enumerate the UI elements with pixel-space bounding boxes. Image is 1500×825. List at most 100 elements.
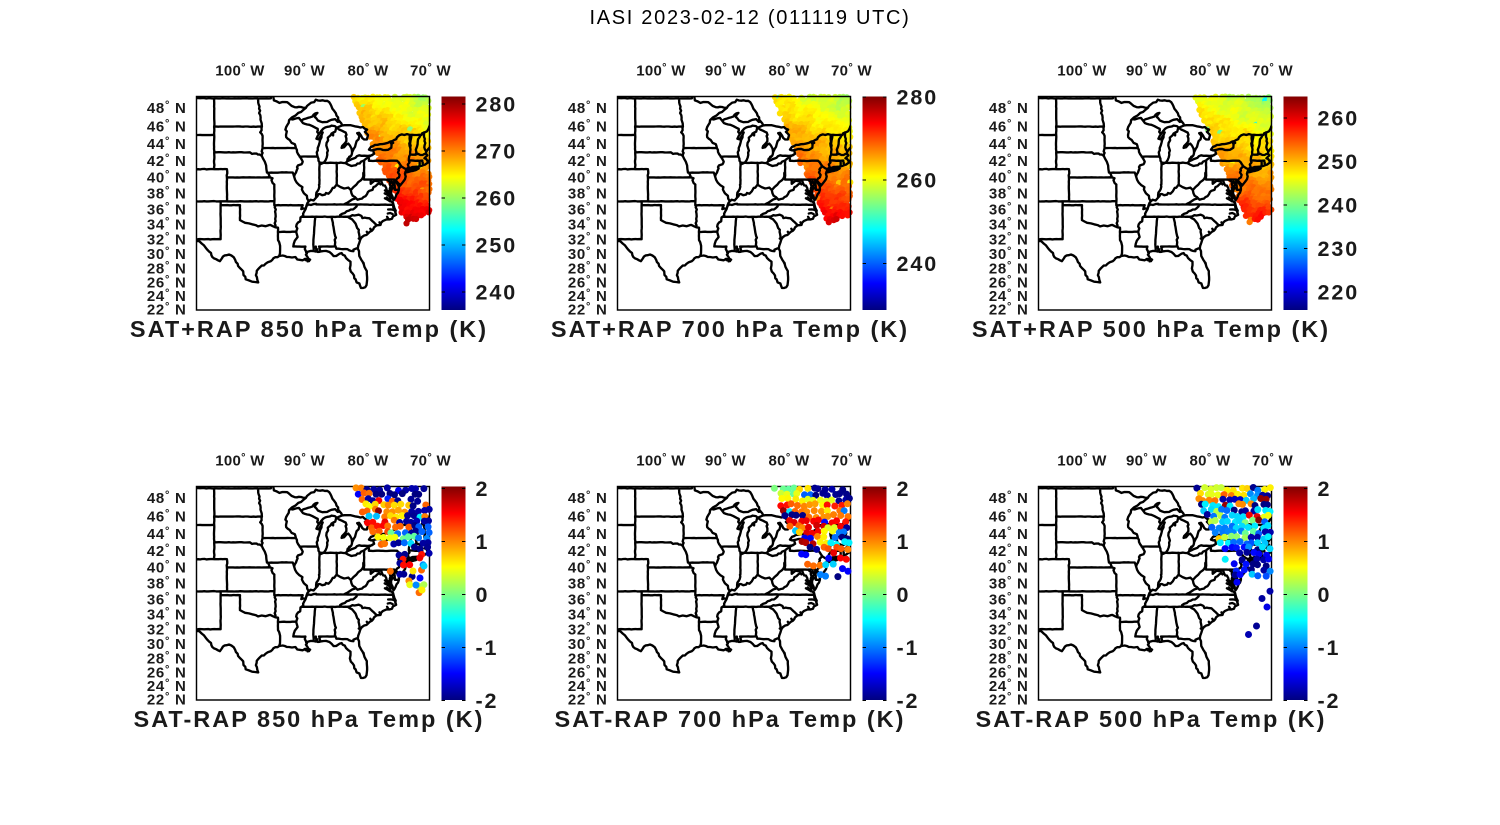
svg-text:90° W: 90° W — [705, 62, 746, 80]
svg-text:70° W: 70° W — [1252, 62, 1293, 80]
svg-text:42° N: 42° N — [989, 543, 1029, 561]
svg-text:44° N: 44° N — [989, 135, 1029, 153]
svg-text:100° W: 100° W — [1057, 62, 1107, 80]
svg-text:44° N: 44° N — [147, 525, 187, 543]
svg-text:240: 240 — [897, 252, 939, 276]
svg-text:42° N: 42° N — [147, 543, 187, 561]
svg-text:30° N: 30° N — [989, 246, 1029, 264]
svg-text:48° N: 48° N — [989, 489, 1029, 507]
svg-text:30° N: 30° N — [568, 636, 608, 654]
svg-text:30° N: 30° N — [989, 636, 1029, 654]
svg-text:30° N: 30° N — [568, 246, 608, 264]
svg-text:250: 250 — [476, 234, 518, 258]
svg-text:-1: -1 — [897, 636, 920, 660]
svg-text:24° N: 24° N — [989, 678, 1029, 696]
svg-text:0: 0 — [476, 583, 490, 607]
svg-text:70° W: 70° W — [831, 62, 872, 80]
svg-text:24° N: 24° N — [147, 288, 187, 306]
svg-text:80° W: 80° W — [1190, 62, 1231, 80]
svg-text:260: 260 — [1318, 107, 1360, 131]
svg-text:26° N: 26° N — [568, 664, 608, 682]
svg-text:1: 1 — [476, 530, 490, 554]
svg-text:270: 270 — [476, 140, 518, 164]
svg-text:46° N: 46° N — [568, 508, 608, 526]
svg-text:34° N: 34° N — [989, 216, 1029, 234]
svg-text:28° N: 28° N — [147, 650, 187, 668]
svg-text:38° N: 38° N — [147, 575, 187, 593]
svg-text:36° N: 36° N — [989, 591, 1029, 609]
svg-text:80° W: 80° W — [348, 62, 389, 80]
svg-text:24° N: 24° N — [568, 288, 608, 306]
svg-text:22° N: 22° N — [989, 301, 1029, 319]
svg-text:36° N: 36° N — [989, 201, 1029, 219]
svg-text:44° N: 44° N — [568, 135, 608, 153]
svg-text:22° N: 22° N — [989, 691, 1029, 709]
svg-text:28° N: 28° N — [147, 260, 187, 278]
svg-text:0: 0 — [897, 583, 911, 607]
svg-text:32° N: 32° N — [147, 231, 187, 249]
svg-text:46° N: 46° N — [568, 118, 608, 136]
svg-text:28° N: 28° N — [989, 260, 1029, 278]
svg-text:42° N: 42° N — [147, 153, 187, 171]
svg-text:32° N: 32° N — [147, 621, 187, 639]
svg-text:230: 230 — [1318, 237, 1360, 261]
svg-text:26° N: 26° N — [989, 274, 1029, 292]
svg-text:34° N: 34° N — [568, 606, 608, 624]
svg-text:26° N: 26° N — [989, 664, 1029, 682]
svg-text:220: 220 — [1318, 281, 1360, 305]
svg-text:2: 2 — [476, 477, 490, 501]
svg-text:40° N: 40° N — [989, 559, 1029, 577]
svg-text:34° N: 34° N — [989, 606, 1029, 624]
svg-text:SAT+RAP 850 hPa Temp (K): SAT+RAP 850 hPa Temp (K) — [130, 316, 488, 342]
svg-text:48° N: 48° N — [147, 489, 187, 507]
svg-text:80° W: 80° W — [348, 452, 389, 470]
svg-text:48° N: 48° N — [568, 99, 608, 117]
svg-text:26° N: 26° N — [568, 274, 608, 292]
svg-text:32° N: 32° N — [989, 231, 1029, 249]
svg-text:-2: -2 — [897, 689, 920, 713]
svg-text:2: 2 — [897, 477, 911, 501]
svg-text:SAT+RAP 700 hPa Temp (K): SAT+RAP 700 hPa Temp (K) — [551, 316, 909, 342]
svg-text:2: 2 — [1318, 477, 1332, 501]
svg-text:34° N: 34° N — [147, 216, 187, 234]
svg-text:1: 1 — [1318, 530, 1332, 554]
svg-text:34° N: 34° N — [568, 216, 608, 234]
svg-text:44° N: 44° N — [147, 135, 187, 153]
svg-text:90° W: 90° W — [1126, 452, 1167, 470]
svg-text:26° N: 26° N — [147, 664, 187, 682]
svg-text:80° W: 80° W — [1190, 452, 1231, 470]
svg-text:22° N: 22° N — [568, 691, 608, 709]
svg-text:40° N: 40° N — [147, 169, 187, 187]
svg-text:-1: -1 — [1318, 636, 1341, 660]
svg-text:38° N: 38° N — [147, 185, 187, 203]
svg-text:24° N: 24° N — [568, 678, 608, 696]
svg-text:100° W: 100° W — [636, 62, 686, 80]
svg-text:80° W: 80° W — [769, 62, 810, 80]
svg-text:42° N: 42° N — [989, 153, 1029, 171]
svg-text:40° N: 40° N — [989, 169, 1029, 187]
svg-text:38° N: 38° N — [989, 575, 1029, 593]
svg-text:IASI 2023-02-12 (011119 UTC): IASI 2023-02-12 (011119 UTC) — [589, 7, 910, 29]
svg-text:26° N: 26° N — [147, 274, 187, 292]
svg-text:90° W: 90° W — [705, 452, 746, 470]
svg-text:70° W: 70° W — [831, 452, 872, 470]
svg-text:48° N: 48° N — [989, 99, 1029, 117]
svg-text:30° N: 30° N — [147, 636, 187, 654]
svg-text:80° W: 80° W — [769, 452, 810, 470]
svg-text:24° N: 24° N — [989, 288, 1029, 306]
svg-text:1: 1 — [897, 530, 911, 554]
svg-text:90° W: 90° W — [284, 62, 325, 80]
svg-text:40° N: 40° N — [147, 559, 187, 577]
svg-text:30° N: 30° N — [147, 246, 187, 264]
svg-text:44° N: 44° N — [568, 525, 608, 543]
svg-text:-1: -1 — [476, 636, 499, 660]
svg-text:280: 280 — [476, 93, 518, 117]
svg-text:36° N: 36° N — [568, 201, 608, 219]
svg-text:36° N: 36° N — [147, 591, 187, 609]
svg-text:40° N: 40° N — [568, 169, 608, 187]
svg-text:240: 240 — [1318, 194, 1360, 218]
svg-text:38° N: 38° N — [568, 575, 608, 593]
svg-text:22° N: 22° N — [147, 691, 187, 709]
svg-text:240: 240 — [476, 281, 518, 305]
svg-text:44° N: 44° N — [989, 525, 1029, 543]
